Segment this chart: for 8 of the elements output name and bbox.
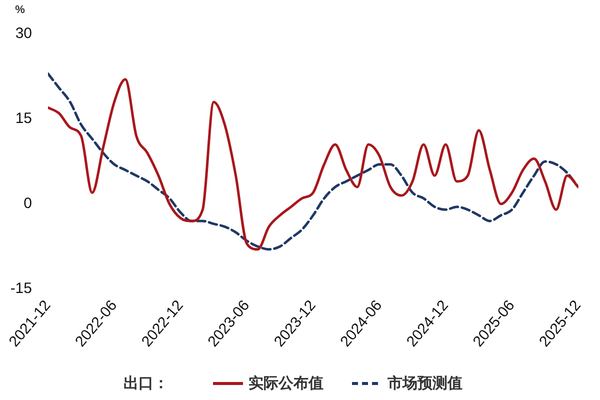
y-axis-title: % (15, 4, 26, 16)
legend-label: 市场预测值 (388, 374, 462, 392)
y-tick-label: 30 (15, 25, 32, 42)
legend-label: 实际公布值 (248, 374, 324, 392)
y-tick-label: 15 (15, 110, 32, 128)
y-tick-label: -15 (10, 280, 32, 298)
y-tick-label: 0 (24, 195, 32, 212)
legend-title: 出口： (124, 374, 168, 392)
